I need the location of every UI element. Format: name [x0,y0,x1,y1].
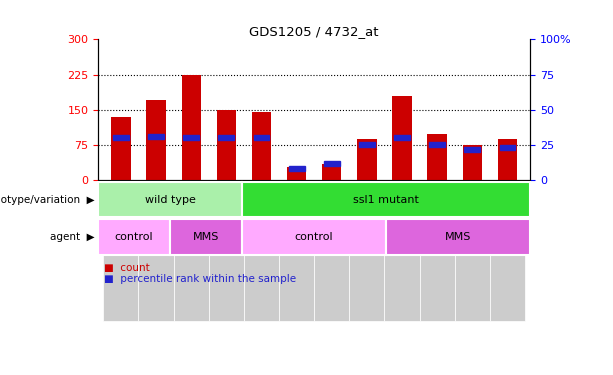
Bar [427,134,447,180]
Bar [322,164,341,180]
Text: GSM43904: GSM43904 [151,182,161,230]
Bar [147,100,166,180]
Text: GSM43901: GSM43901 [257,182,266,231]
FancyBboxPatch shape [279,180,314,321]
Bar [357,139,376,180]
Bar [113,135,129,140]
FancyBboxPatch shape [455,180,490,321]
Bar [183,135,199,140]
Bar [254,135,269,140]
Text: GSM43899: GSM43899 [187,182,196,231]
Bar [287,167,306,180]
Text: GSM43907: GSM43907 [468,182,477,231]
Bar [429,142,445,147]
Text: GSM43905: GSM43905 [292,182,301,231]
Text: MMS: MMS [445,232,471,242]
Title: GDS1205 / 4732_at: GDS1205 / 4732_at [249,25,379,38]
Bar [181,75,201,180]
Text: wild type: wild type [145,195,196,205]
FancyBboxPatch shape [173,180,209,321]
FancyBboxPatch shape [209,180,244,321]
Bar [218,135,234,140]
Text: control: control [295,232,333,242]
Bar [359,142,375,147]
Bar [289,166,305,171]
Bar [252,112,271,180]
Bar [148,134,164,139]
Text: GSM43902: GSM43902 [433,182,441,230]
FancyBboxPatch shape [419,180,455,321]
Bar [324,160,340,166]
FancyBboxPatch shape [490,180,525,321]
Bar [216,110,236,180]
FancyBboxPatch shape [384,180,419,321]
Text: ssl1 mutant: ssl1 mutant [353,195,419,205]
Bar [392,96,412,180]
Bar [394,135,410,140]
Bar [463,145,482,180]
FancyBboxPatch shape [314,180,349,321]
Bar [465,147,480,152]
Text: GSM43898: GSM43898 [116,182,126,231]
Bar [500,145,516,150]
Text: ■  count: ■ count [104,263,150,273]
Bar [111,117,131,180]
Text: control: control [115,232,153,242]
FancyBboxPatch shape [244,180,279,321]
Text: MMS: MMS [193,232,219,242]
Text: agent  ▶: agent ▶ [50,232,95,242]
FancyBboxPatch shape [104,180,139,321]
Text: GSM43900: GSM43900 [397,182,406,231]
Text: genotype/variation  ▶: genotype/variation ▶ [0,195,95,205]
FancyBboxPatch shape [349,180,384,321]
Bar [498,139,517,180]
Text: GSM43906: GSM43906 [327,182,336,231]
FancyBboxPatch shape [139,180,173,321]
Text: GSM43908: GSM43908 [362,182,371,231]
Text: GSM43903: GSM43903 [222,182,231,231]
Text: GSM43909: GSM43909 [503,182,512,231]
Text: ■  percentile rank within the sample: ■ percentile rank within the sample [104,274,296,284]
